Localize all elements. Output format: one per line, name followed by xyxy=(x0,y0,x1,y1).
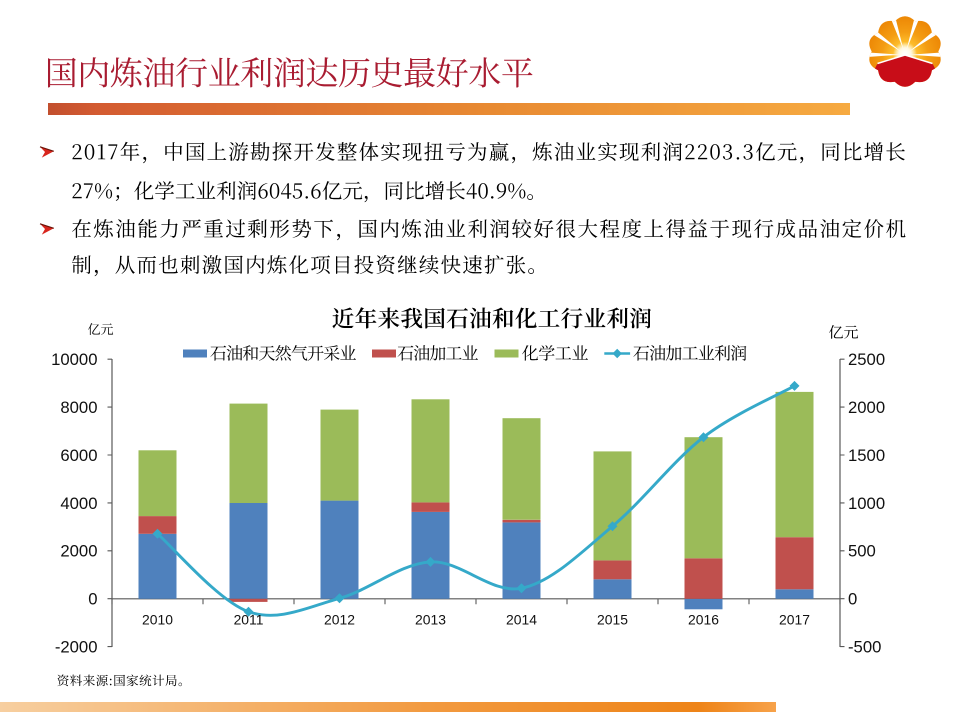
svg-text:2017: 2017 xyxy=(779,612,810,628)
svg-text:2000: 2000 xyxy=(848,398,885,417)
svg-text:2010: 2010 xyxy=(142,612,173,628)
svg-text:-2000: -2000 xyxy=(55,638,98,657)
svg-text:10000: 10000 xyxy=(51,350,97,369)
svg-text:-500: -500 xyxy=(848,638,881,657)
svg-text:8000: 8000 xyxy=(60,398,97,417)
svg-text:0: 0 xyxy=(848,590,857,609)
svg-text:2000: 2000 xyxy=(60,542,97,561)
svg-text:0: 0 xyxy=(88,590,97,609)
svg-text:2014: 2014 xyxy=(506,612,537,628)
svg-text:2016: 2016 xyxy=(688,612,719,628)
svg-text:2012: 2012 xyxy=(324,612,355,628)
svg-text:4000: 4000 xyxy=(60,494,97,513)
svg-text:2015: 2015 xyxy=(597,612,628,628)
svg-text:2011: 2011 xyxy=(234,612,264,628)
svg-text:1000: 1000 xyxy=(848,494,885,513)
svg-text:2013: 2013 xyxy=(415,612,446,628)
svg-text:2500: 2500 xyxy=(848,350,885,369)
svg-text:6000: 6000 xyxy=(60,446,97,465)
svg-text:500: 500 xyxy=(848,542,876,561)
svg-text:1500: 1500 xyxy=(848,446,885,465)
